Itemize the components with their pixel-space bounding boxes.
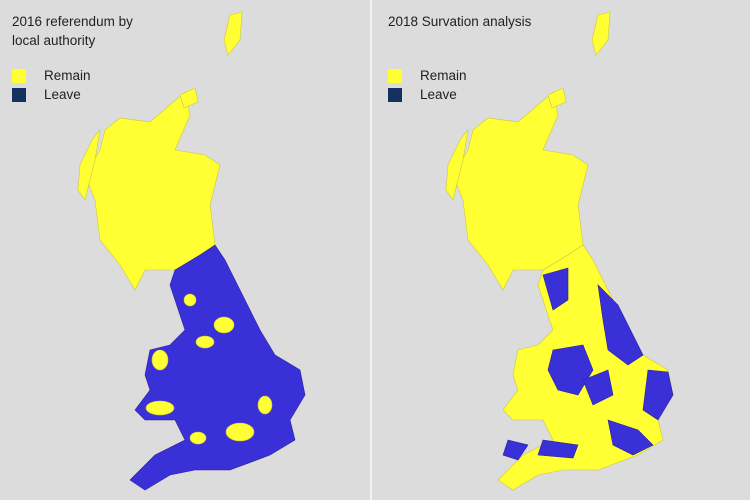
area: [607, 419, 654, 456]
area: [225, 422, 255, 442]
panel: 2018 Survation analysis Remain Leave: [376, 0, 746, 500]
legend-label: Leave: [420, 87, 457, 102]
legend-label: Remain: [44, 68, 91, 83]
swatch: [388, 69, 402, 83]
map-2016: [77, 11, 306, 491]
shetland: [591, 11, 611, 56]
swatch: [388, 88, 402, 102]
area: [642, 369, 674, 421]
orkney: [547, 87, 567, 109]
area: [547, 344, 594, 396]
map-2018: [445, 11, 674, 491]
legend-label: Leave: [44, 87, 81, 102]
panel: 2016 referendum by local authority Remai…: [0, 0, 370, 500]
england-wales: [129, 244, 306, 491]
area: [597, 284, 644, 366]
area: [213, 316, 235, 334]
area: [195, 335, 215, 349]
area: [582, 369, 614, 406]
swatch: [12, 88, 26, 102]
area: [145, 400, 175, 416]
legend-label: Remain: [420, 68, 467, 83]
orkney: [179, 87, 199, 109]
hebrides: [77, 128, 101, 201]
shetland: [223, 11, 243, 56]
area: [502, 439, 529, 461]
area: [183, 293, 197, 307]
area: [542, 267, 569, 311]
area: [189, 431, 207, 445]
panel-title: 2018 Survation analysis: [388, 14, 532, 29]
area: [537, 439, 579, 459]
swatch: [12, 69, 26, 83]
area: [151, 349, 169, 371]
area: [257, 395, 273, 415]
hebrides: [445, 128, 469, 201]
panel-title: 2016 referendum by local authority: [12, 14, 133, 48]
